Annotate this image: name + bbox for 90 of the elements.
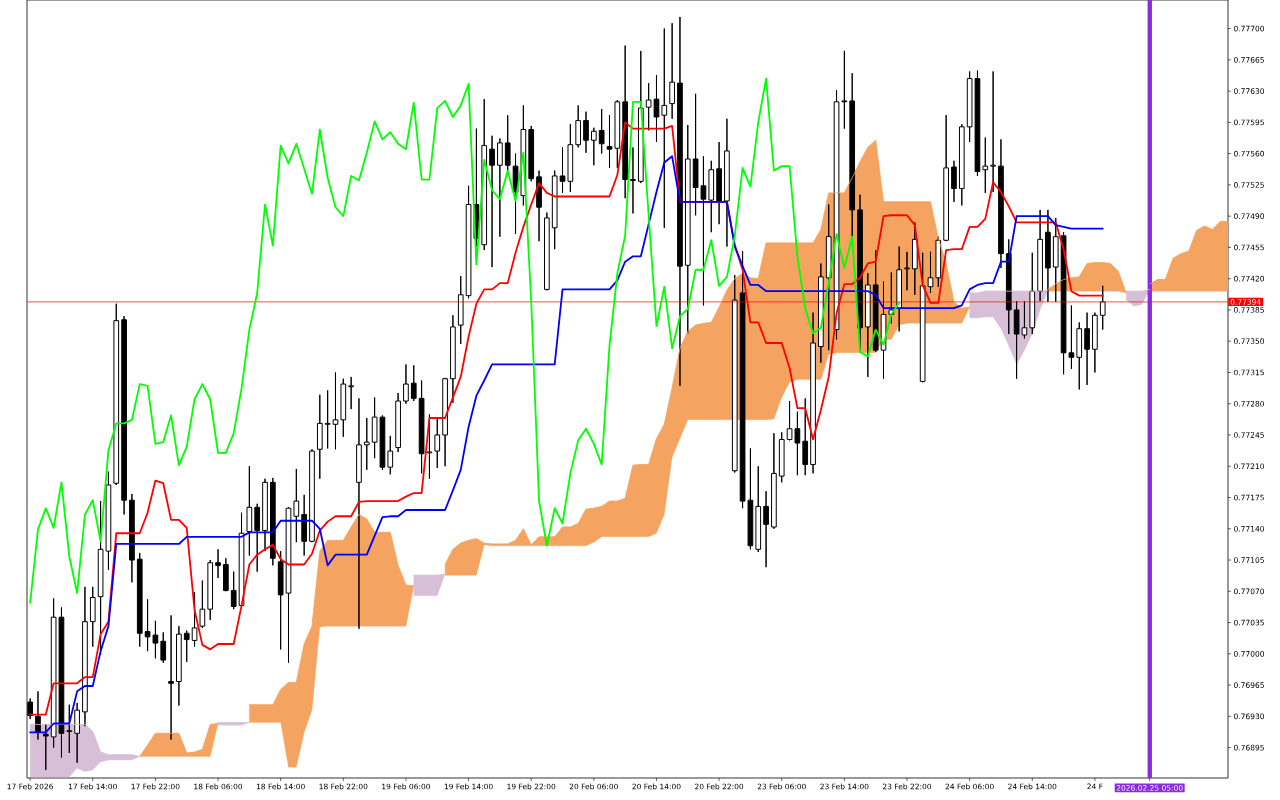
candlestick — [598, 108, 605, 155]
candlestick — [825, 204, 832, 351]
candlestick — [42, 723, 49, 771]
candlestick — [191, 591, 198, 648]
candlestick — [230, 571, 237, 610]
candlestick — [316, 394, 323, 480]
candlestick — [708, 160, 715, 233]
candlestick — [309, 448, 315, 543]
candlestick — [943, 114, 949, 242]
candlestick — [904, 251, 910, 291]
candlestick — [911, 221, 918, 296]
candlestick — [982, 137, 989, 194]
candlestick — [238, 512, 245, 607]
candlestick — [958, 123, 965, 206]
candlestick — [199, 580, 206, 629]
candlestick — [363, 417, 370, 471]
candlestick — [528, 125, 535, 182]
candlestick — [457, 275, 464, 345]
candlestick — [387, 435, 394, 475]
candlestick — [1076, 321, 1083, 390]
candlestick — [998, 138, 1004, 269]
candlestick — [262, 478, 268, 552]
candlestick — [802, 397, 809, 476]
candlestick — [121, 315, 127, 515]
candlestick — [403, 363, 409, 405]
candlestick — [35, 690, 41, 741]
candlestick — [74, 702, 80, 764]
candlestick — [849, 72, 856, 238]
candlestick — [661, 28, 668, 229]
candlestick — [1029, 252, 1036, 335]
candlestick — [434, 418, 441, 469]
candlestick — [82, 586, 88, 727]
candlestick — [724, 118, 730, 248]
candlestick — [254, 503, 261, 573]
candlestick — [136, 552, 143, 648]
candlestick — [544, 212, 550, 291]
candlestick — [630, 146, 636, 214]
candlestick — [246, 465, 253, 557]
candlestick — [810, 312, 816, 474]
candlestick — [129, 493, 135, 583]
candlestick — [356, 397, 362, 630]
candlestick — [66, 704, 73, 754]
candlestick — [215, 548, 221, 579]
candlestick — [1084, 312, 1090, 386]
candlestick — [89, 586, 96, 648]
candlestick — [223, 557, 229, 592]
candlestick — [763, 490, 769, 568]
candlestick — [951, 160, 957, 203]
candlestick — [778, 431, 785, 483]
candlestick — [160, 631, 167, 664]
candlestick — [426, 413, 433, 480]
candlestick — [348, 376, 354, 410]
candlestick — [301, 494, 308, 557]
candlestick — [168, 614, 174, 741]
candlestick — [575, 104, 582, 148]
candlestick — [677, 16, 683, 387]
candlestick — [771, 432, 777, 530]
candlestick — [410, 364, 417, 402]
candlestick — [865, 272, 871, 378]
candlestick — [1099, 285, 1106, 331]
candlestick — [176, 625, 182, 707]
candlestick — [614, 99, 621, 169]
candlestick — [583, 111, 589, 154]
candlestick — [1045, 209, 1051, 303]
candlestick — [293, 468, 300, 543]
candlestick — [497, 137, 503, 238]
candlestick — [340, 378, 347, 438]
candlestick — [684, 124, 691, 334]
candlestick — [622, 45, 628, 199]
candlestick — [418, 380, 425, 474]
candlestick — [113, 303, 120, 486]
candlestick — [990, 70, 996, 193]
candlestick — [1037, 209, 1043, 302]
candlestick — [896, 246, 903, 332]
candlestick — [395, 392, 401, 453]
candlestick — [450, 314, 456, 404]
candlestick — [269, 477, 276, 566]
candlestick — [606, 114, 613, 169]
candlestick — [755, 465, 762, 553]
candlestick — [731, 274, 738, 473]
candlestick — [489, 135, 495, 268]
candlestick — [590, 127, 597, 166]
candlestick — [669, 22, 675, 120]
candlestick — [183, 630, 190, 663]
candlestick — [442, 377, 448, 467]
candlestick — [207, 559, 214, 621]
candlestick — [1092, 312, 1098, 373]
candlestick — [716, 141, 722, 225]
candlestick — [277, 550, 284, 650]
candlestick — [551, 170, 558, 250]
